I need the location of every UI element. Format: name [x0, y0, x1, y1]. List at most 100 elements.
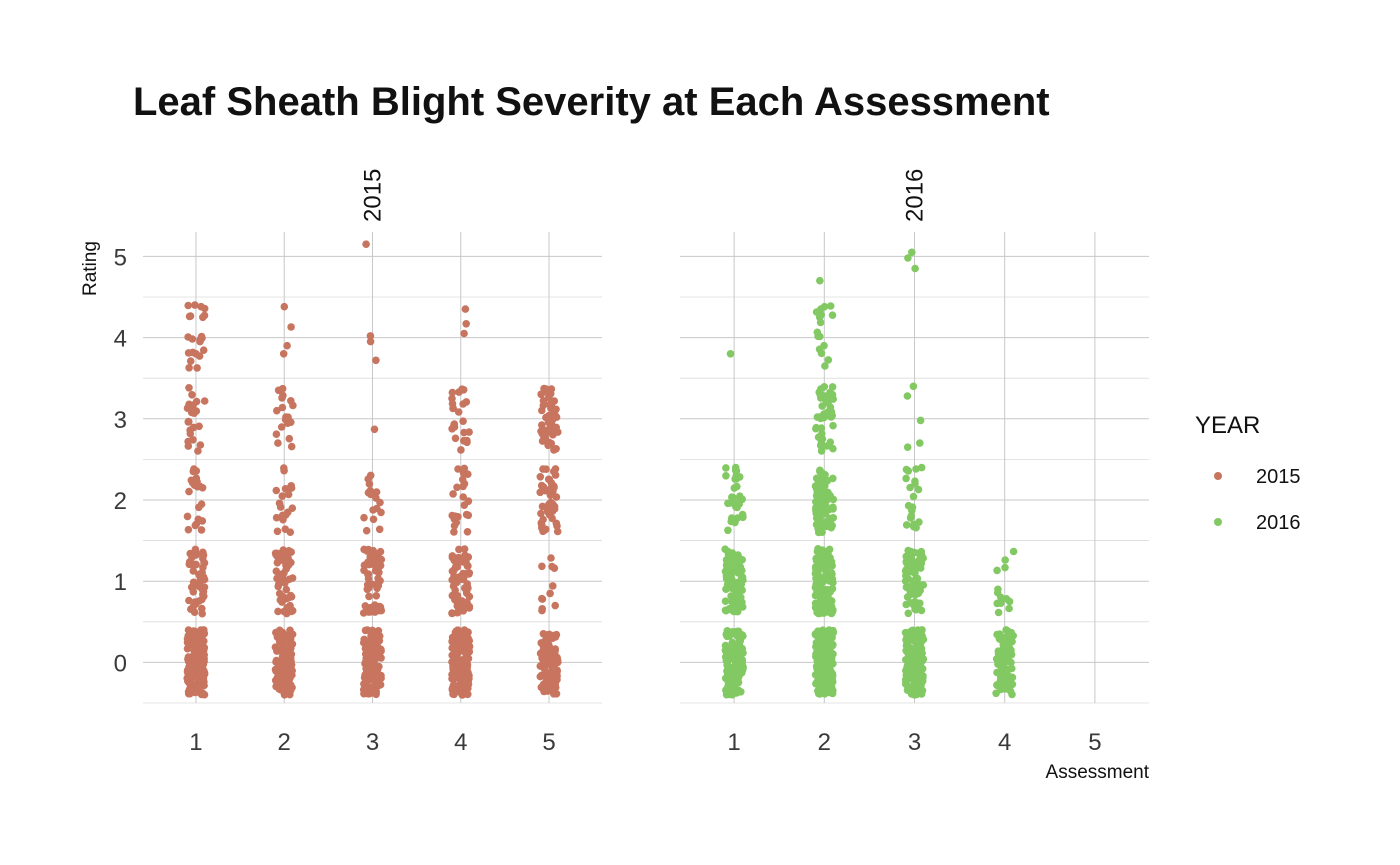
data-point — [191, 301, 199, 309]
data-point — [824, 652, 833, 660]
data-point — [814, 634, 823, 643]
data-point — [272, 513, 281, 522]
data-point — [273, 558, 282, 567]
data-point — [286, 666, 295, 675]
data-point — [724, 560, 732, 569]
data-point — [200, 559, 209, 567]
data-point — [186, 633, 194, 642]
data-point — [908, 248, 916, 257]
data-point — [457, 676, 466, 684]
data-point — [909, 492, 918, 501]
data-point — [280, 464, 288, 472]
data-point — [536, 672, 545, 681]
data-point — [279, 675, 287, 684]
data-point — [277, 423, 286, 431]
data-point — [462, 320, 471, 328]
data-point — [185, 596, 193, 605]
data-point — [538, 502, 547, 511]
data-point — [365, 592, 373, 601]
x-tick-label: 2 — [278, 729, 291, 756]
data-point — [194, 447, 202, 455]
data-point — [274, 439, 282, 447]
data-point — [459, 569, 467, 578]
data-point — [915, 639, 924, 647]
data-point — [915, 518, 923, 526]
data-point — [721, 597, 730, 605]
data-point — [372, 592, 381, 600]
data-point — [823, 442, 831, 450]
data-point — [366, 332, 375, 340]
data-point — [729, 650, 737, 658]
data-point — [722, 464, 730, 472]
data-point — [736, 637, 744, 645]
data-point — [726, 578, 734, 586]
data-point — [812, 514, 821, 522]
data-point — [453, 591, 462, 600]
data-point — [454, 465, 462, 473]
data-point — [197, 690, 206, 699]
data-point — [824, 399, 832, 407]
x-tick-label: 1 — [189, 729, 202, 756]
data-point — [370, 425, 379, 434]
data-point — [902, 465, 911, 474]
data-point — [549, 582, 557, 590]
data-point — [548, 415, 557, 424]
data-point — [902, 583, 911, 591]
data-point — [278, 394, 286, 402]
data-point — [458, 475, 467, 484]
data-point — [362, 526, 371, 535]
data-point — [463, 438, 471, 447]
data-point — [272, 629, 280, 637]
data-point — [278, 384, 287, 393]
data-point — [361, 686, 370, 694]
data-point — [186, 429, 195, 438]
data-point — [551, 679, 559, 687]
data-point — [372, 494, 380, 502]
data-point — [910, 681, 918, 689]
data-point — [193, 364, 201, 372]
data-point — [185, 558, 194, 566]
data-point — [913, 574, 922, 583]
y-tick-label: 0 — [114, 650, 127, 677]
data-point — [196, 573, 205, 581]
data-point — [727, 592, 735, 600]
data-point — [904, 501, 913, 510]
data-point — [538, 605, 546, 613]
data-point — [731, 475, 739, 483]
data-point — [285, 434, 294, 443]
data-point — [1005, 604, 1013, 613]
data-point — [198, 517, 207, 525]
data-point — [463, 528, 472, 536]
data-point — [185, 364, 193, 372]
data-point — [915, 669, 923, 678]
data-point — [376, 561, 385, 570]
data-point — [189, 588, 198, 596]
data-point — [721, 606, 730, 615]
data-point — [544, 508, 553, 517]
data-point — [543, 687, 552, 695]
data-point — [278, 666, 287, 674]
data-point — [279, 350, 288, 358]
data-point — [732, 679, 740, 687]
data-point — [904, 254, 912, 262]
data-point — [730, 484, 739, 492]
data-point — [721, 674, 730, 683]
data-point — [549, 431, 557, 439]
data-point — [192, 350, 200, 358]
data-point — [448, 388, 457, 397]
data-point — [457, 446, 465, 454]
x-tick-label: 3 — [366, 729, 379, 756]
data-point — [733, 514, 742, 522]
data-point — [448, 609, 456, 617]
data-point — [198, 484, 207, 492]
data-point — [272, 486, 281, 495]
data-point — [816, 276, 824, 285]
data-point — [829, 444, 837, 453]
data-point — [737, 666, 745, 675]
data-point — [273, 574, 281, 583]
data-point — [917, 463, 926, 472]
data-point — [906, 514, 915, 522]
legend-key — [1214, 472, 1222, 480]
data-point — [188, 479, 197, 487]
data-point — [449, 638, 457, 647]
